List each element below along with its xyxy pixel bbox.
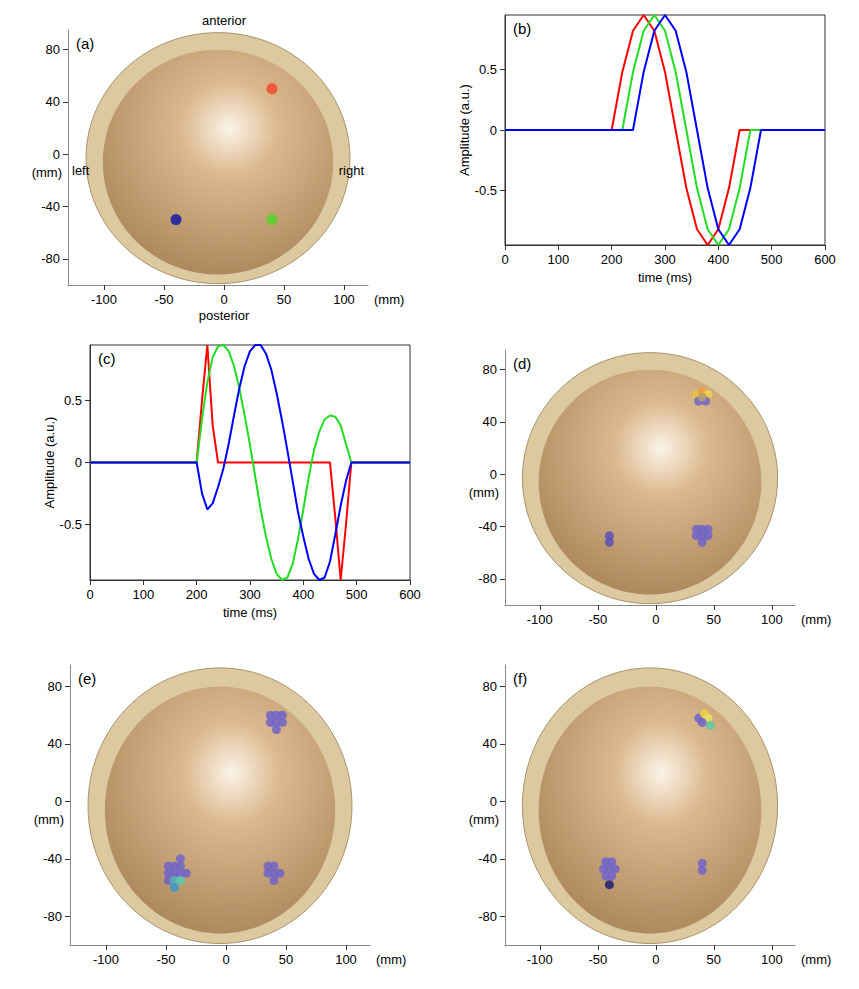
svg-text:(e): (e): [78, 670, 96, 687]
svg-text:0: 0: [490, 467, 497, 482]
svg-text:0: 0: [222, 952, 229, 967]
svg-text:100: 100: [761, 952, 783, 967]
svg-text:-100: -100: [93, 952, 119, 967]
svg-text:(b): (b): [513, 20, 531, 37]
svg-text:-50: -50: [155, 292, 174, 307]
svg-text:40: 40: [483, 414, 497, 429]
svg-text:0: 0: [86, 587, 93, 602]
svg-text:-80: -80: [41, 251, 60, 266]
svg-text:posterior: posterior: [199, 308, 250, 323]
svg-text:(mm): (mm): [374, 292, 404, 307]
svg-text:-100: -100: [527, 612, 553, 627]
svg-text:(mm): (mm): [32, 165, 62, 180]
svg-text:(mm): (mm): [801, 952, 831, 967]
svg-text:(mm): (mm): [801, 612, 831, 627]
svg-text:400: 400: [292, 587, 314, 602]
svg-text:(mm): (mm): [376, 952, 406, 967]
svg-text:0: 0: [490, 794, 497, 809]
svg-text:500: 500: [761, 252, 783, 267]
svg-text:0: 0: [75, 455, 82, 470]
svg-text:40: 40: [46, 94, 60, 109]
svg-text:40: 40: [483, 736, 497, 751]
svg-text:time (ms): time (ms): [638, 270, 692, 285]
svg-text:200: 200: [186, 587, 208, 602]
svg-text:0: 0: [490, 123, 497, 138]
svg-text:300: 300: [654, 252, 676, 267]
svg-text:200: 200: [601, 252, 623, 267]
svg-text:500: 500: [346, 587, 368, 602]
svg-text:-0.5: -0.5: [60, 517, 82, 532]
svg-text:(mm): (mm): [469, 812, 499, 827]
svg-text:100: 100: [333, 292, 355, 307]
svg-text:-50: -50: [588, 952, 607, 967]
svg-text:-80: -80: [478, 571, 497, 586]
svg-text:400: 400: [707, 252, 729, 267]
svg-text:80: 80: [46, 42, 60, 57]
svg-text:0.5: 0.5: [64, 393, 82, 408]
svg-text:(d): (d): [513, 355, 531, 372]
svg-text:50: 50: [707, 952, 721, 967]
svg-text:-80: -80: [478, 909, 497, 924]
svg-text:0.5: 0.5: [479, 62, 497, 77]
svg-text:-40: -40: [41, 199, 60, 214]
svg-text:100: 100: [335, 952, 357, 967]
svg-text:-40: -40: [478, 851, 497, 866]
svg-text:50: 50: [707, 612, 721, 627]
svg-text:(mm): (mm): [469, 485, 499, 500]
svg-text:left: left: [72, 163, 90, 178]
svg-text:-40: -40: [43, 851, 62, 866]
svg-text:anterior: anterior: [202, 13, 247, 28]
svg-text:50: 50: [277, 292, 291, 307]
svg-text:0: 0: [652, 952, 659, 967]
svg-text:0: 0: [501, 252, 508, 267]
svg-text:80: 80: [48, 679, 62, 694]
svg-text:(c): (c): [98, 350, 116, 367]
svg-text:80: 80: [483, 679, 497, 694]
svg-text:-100: -100: [527, 952, 553, 967]
svg-text:(a): (a): [76, 35, 94, 52]
svg-text:-0.5: -0.5: [475, 183, 497, 198]
svg-text:-50: -50: [157, 952, 176, 967]
svg-text:time (ms): time (ms): [223, 605, 277, 620]
svg-text:(f): (f): [513, 670, 527, 687]
svg-text:Amplitude (a.u.): Amplitude (a.u.): [42, 417, 57, 509]
svg-text:-80: -80: [43, 909, 62, 924]
svg-text:-50: -50: [588, 612, 607, 627]
svg-text:0: 0: [652, 612, 659, 627]
svg-text:0: 0: [53, 147, 60, 162]
svg-text:right: right: [339, 163, 365, 178]
svg-text:-100: -100: [91, 292, 117, 307]
svg-text:40: 40: [48, 736, 62, 751]
svg-text:100: 100: [547, 252, 569, 267]
svg-text:100: 100: [132, 587, 154, 602]
svg-text:80: 80: [483, 362, 497, 377]
svg-text:300: 300: [239, 587, 261, 602]
svg-text:50: 50: [279, 952, 293, 967]
svg-text:0: 0: [55, 794, 62, 809]
svg-text:Amplitude (a.u.): Amplitude (a.u.): [457, 84, 472, 176]
svg-text:600: 600: [814, 252, 836, 267]
svg-text:0: 0: [220, 292, 227, 307]
svg-text:-40: -40: [478, 519, 497, 534]
svg-text:100: 100: [761, 612, 783, 627]
svg-text:(mm): (mm): [34, 812, 64, 827]
svg-text:600: 600: [399, 587, 421, 602]
